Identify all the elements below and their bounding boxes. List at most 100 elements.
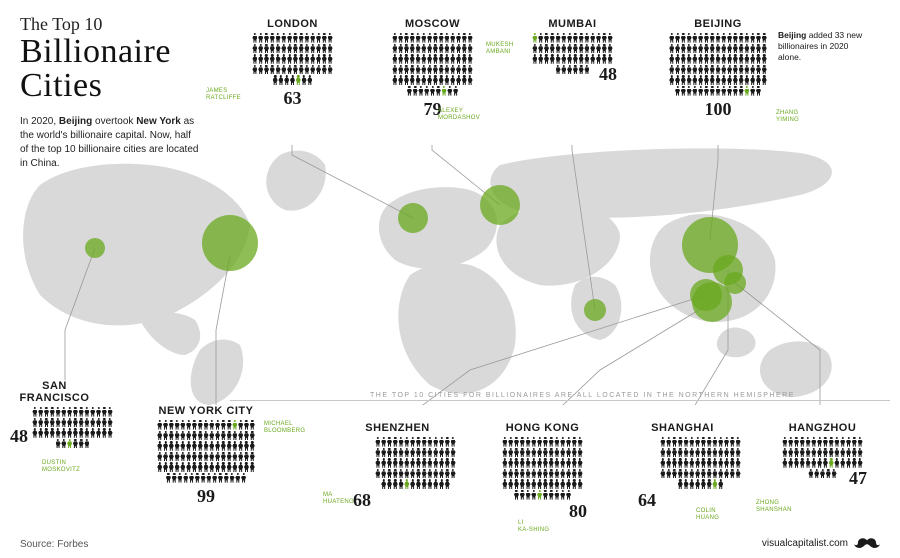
person-icon: [834, 448, 839, 458]
brand-text: visualcapitalist.com: [762, 538, 848, 549]
person-icon: [276, 33, 281, 43]
city-block-shanghai: SHANGHAI64COLINHUANG: [640, 422, 725, 490]
person-icon: [596, 54, 601, 64]
person-icon: [549, 458, 554, 468]
person-icon: [90, 428, 95, 438]
person-icon: [287, 44, 292, 54]
person-icon: [204, 431, 209, 441]
person-icon: [666, 469, 671, 479]
person-icon: [244, 462, 249, 472]
person-icon: [299, 44, 304, 54]
city-name: NEW YORK CITY: [156, 405, 256, 417]
person-icon: [453, 86, 458, 96]
person-icon: [543, 469, 548, 479]
person-icon: [56, 407, 61, 417]
person-icon: [416, 65, 421, 75]
person-icon: [404, 458, 409, 468]
person-icon: [537, 437, 542, 447]
city-name: LONDON: [250, 18, 335, 30]
person-icon: [531, 479, 536, 489]
person-icon: [175, 441, 180, 451]
person-icon: [424, 86, 429, 96]
person-icon: [687, 75, 692, 85]
person-icon: [410, 44, 415, 54]
person-icon: [410, 75, 415, 85]
person-icon: [514, 490, 519, 500]
person-icon: [186, 441, 191, 451]
person-icon: [579, 33, 584, 43]
person-icon: [468, 33, 473, 43]
person-icon: [102, 418, 107, 428]
person-icon: [204, 441, 209, 451]
person-icon: [736, 437, 741, 447]
person-icon: [608, 44, 613, 54]
person-icon: [175, 452, 180, 462]
person-icon: [157, 420, 162, 430]
people-pictogram: [500, 437, 585, 501]
person-icon: [439, 33, 444, 43]
person-icon: [61, 428, 66, 438]
person-icon: [608, 54, 613, 64]
person-icon: [829, 437, 834, 447]
person-icon: [814, 469, 819, 479]
person-icon: [716, 75, 721, 85]
person-icon: [258, 33, 263, 43]
person-icon: [672, 437, 677, 447]
person-icon: [439, 54, 444, 64]
person-icon: [102, 428, 107, 438]
person-icon: [44, 418, 49, 428]
person-icon: [669, 33, 674, 43]
person-icon: [782, 458, 787, 468]
person-icon: [281, 44, 286, 54]
person-icon: [73, 428, 78, 438]
person-icon: [387, 448, 392, 458]
person-icon: [692, 75, 697, 85]
person-icon: [739, 33, 744, 43]
person-icon: [387, 437, 392, 447]
person-icon: [543, 448, 548, 458]
person-icon: [252, 33, 257, 43]
person-icon: [215, 462, 220, 472]
person-icon: [322, 54, 327, 64]
person-icon: [410, 458, 415, 468]
notable-person-icon: [829, 458, 834, 468]
person-icon: [526, 479, 531, 489]
person-icon: [704, 75, 709, 85]
person-icon: [186, 431, 191, 441]
billionaire-count: 48: [10, 426, 28, 447]
person-icon: [692, 44, 697, 54]
person-icon: [704, 33, 709, 43]
person-icon: [84, 428, 89, 438]
person-icon: [192, 462, 197, 472]
person-icon: [189, 473, 194, 483]
person-icon: [762, 54, 767, 64]
person-icon: [221, 420, 226, 430]
person-icon: [212, 473, 217, 483]
person-icon: [238, 462, 243, 472]
notable-label: ZHONGSHANSHAN: [756, 500, 816, 513]
person-icon: [560, 490, 565, 500]
person-icon: [287, 33, 292, 43]
person-icon: [526, 458, 531, 468]
map-bubble-san-francisco: [85, 238, 105, 258]
people-pictogram: [658, 437, 743, 490]
person-icon: [186, 420, 191, 430]
person-icon: [258, 54, 263, 64]
person-icon: [192, 441, 197, 451]
person-icon: [794, 437, 799, 447]
person-icon: [316, 44, 321, 54]
person-icon: [38, 428, 43, 438]
person-icon: [826, 469, 831, 479]
person-icon: [678, 469, 683, 479]
people-pictogram: [390, 33, 475, 97]
city-name: MUMBAI: [530, 18, 615, 30]
person-icon: [393, 469, 398, 479]
person-icon: [157, 452, 162, 462]
person-icon: [716, 33, 721, 43]
person-icon: [416, 448, 421, 458]
person-icon: [782, 448, 787, 458]
person-icon: [392, 44, 397, 54]
person-icon: [756, 33, 761, 43]
person-icon: [730, 469, 735, 479]
person-icon: [416, 437, 421, 447]
